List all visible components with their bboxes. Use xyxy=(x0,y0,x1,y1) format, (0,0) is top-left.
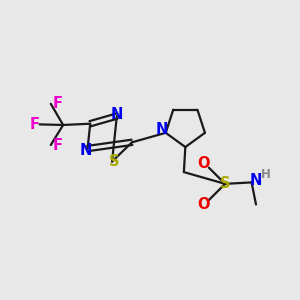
Text: H: H xyxy=(261,168,271,181)
Text: O: O xyxy=(197,156,210,171)
Text: O: O xyxy=(197,197,210,212)
Text: N: N xyxy=(111,107,123,122)
Text: S: S xyxy=(109,154,120,169)
Text: F: F xyxy=(29,117,39,132)
Text: F: F xyxy=(52,138,62,153)
Text: S: S xyxy=(220,176,230,191)
Text: N: N xyxy=(80,142,92,158)
Text: N: N xyxy=(249,173,262,188)
Text: N: N xyxy=(156,122,168,137)
Text: F: F xyxy=(52,96,62,111)
